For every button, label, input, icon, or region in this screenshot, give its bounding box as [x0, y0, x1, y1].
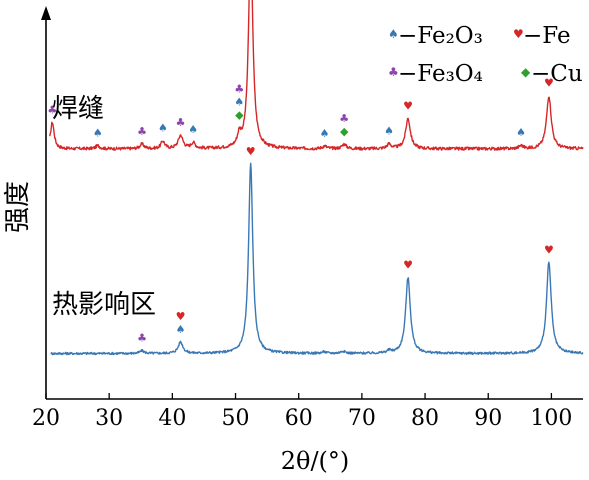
- marker-cu-icon: ◆: [340, 125, 349, 138]
- legend-marker-cu: ◆: [521, 65, 531, 79]
- marker-fe3o4-icon: ♣: [137, 125, 147, 138]
- x-ticks: 20 30 40 50 60 70 80 90 100: [32, 393, 572, 431]
- marker-fe2o3-icon: ♠: [384, 125, 394, 138]
- x-tick-label-100: 100: [530, 406, 572, 431]
- legend-marker-fe2o3: ♠: [388, 27, 399, 41]
- marker-fe3o4-icon: ♣: [176, 116, 186, 129]
- x-tick-label-50: 50: [222, 406, 250, 431]
- y-axis-arrow-icon: [41, 6, 51, 20]
- x-tick-label-60: 60: [285, 406, 313, 431]
- series-line-0: [49, 0, 584, 151]
- marker-fe2o3-icon: ♠: [176, 323, 186, 336]
- marker-cu-icon: ◆: [235, 109, 244, 122]
- marker-fe-icon: ♥: [544, 244, 554, 257]
- legend-label-fe3o4: −Fe₃O₄: [398, 61, 483, 87]
- series-label-haz: 热影响区: [52, 290, 156, 320]
- marker-fe3o4-icon: ♣: [234, 83, 244, 96]
- phase-markers: ♣♠♣♠♣♠◆♠♣♥♠◆♣♠♥♠♥♣♠♥♥♥♥: [47, 77, 554, 345]
- marker-fe2o3-icon: ♠: [93, 127, 103, 140]
- series-label-weld: 焊缝: [52, 94, 104, 124]
- marker-fe-icon: ♥: [176, 310, 186, 323]
- x-tick-label-40: 40: [158, 406, 186, 431]
- marker-fe-icon: ♥: [246, 145, 256, 158]
- marker-fe2o3-icon: ♠: [234, 96, 244, 109]
- y-axis-title: 强度: [3, 181, 33, 233]
- marker-fe3o4-icon: ♣: [47, 103, 57, 116]
- legend-label-cu: −Cu: [531, 61, 583, 87]
- legend-marker-fe: ♥: [513, 27, 524, 41]
- legend-label-fe2o3: −Fe₂O₃: [398, 23, 483, 49]
- x-tick-label-90: 90: [474, 406, 502, 431]
- x-axis-title: 2θ/(°): [281, 447, 350, 475]
- legend-label-fe: −Fe: [523, 23, 571, 49]
- marker-fe2o3-icon: ♠: [188, 123, 198, 136]
- marker-fe-icon: ♥: [403, 259, 413, 272]
- marker-fe-icon: ♥: [403, 99, 413, 112]
- legend-marker-fe3o4: ♣: [388, 65, 399, 79]
- legend: ♠ −Fe₂O₃ ♥ −Fe ♣ −Fe₃O₄ ◆ −Cu: [388, 23, 583, 87]
- marker-fe2o3-icon: ♠: [158, 122, 168, 135]
- x-tick-label-80: 80: [411, 406, 439, 431]
- marker-fe3o4-icon: ♣: [137, 332, 147, 345]
- marker-fe2o3-icon: ♠: [320, 127, 330, 140]
- marker-fe-icon: ♥: [544, 77, 554, 90]
- series-line-1: [50, 162, 584, 356]
- x-tick-label-30: 30: [95, 406, 123, 431]
- series-lines: [49, 0, 584, 356]
- marker-fe2o3-icon: ♠: [516, 126, 526, 139]
- marker-fe3o4-icon: ♣: [339, 112, 349, 125]
- x-tick-label-20: 20: [32, 406, 60, 431]
- x-tick-label-70: 70: [348, 406, 376, 431]
